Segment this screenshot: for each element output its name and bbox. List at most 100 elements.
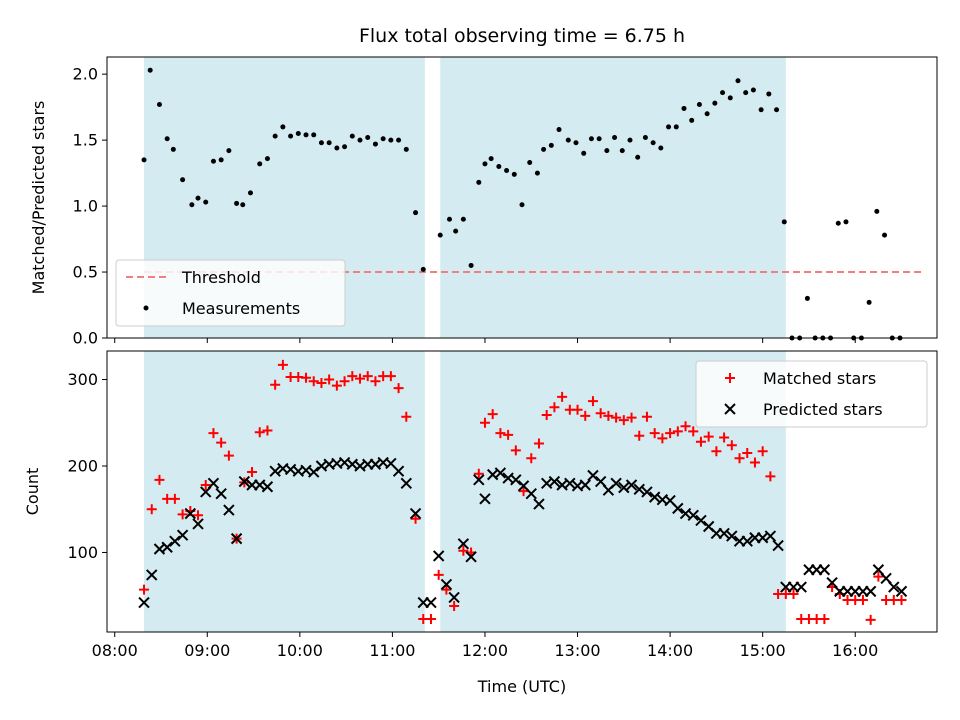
matched-star-marker (254, 427, 265, 438)
matched-star-marker (595, 408, 606, 419)
measurement-point (573, 140, 579, 146)
measurement-point (519, 202, 525, 208)
matched-star-marker (154, 474, 165, 485)
matched-star-marker (788, 588, 799, 599)
predicted-star-marker (772, 539, 784, 552)
y-tick-label: 0.0 (73, 329, 98, 348)
predicted-star-marker (695, 514, 707, 527)
matched-star-marker (587, 396, 598, 407)
predicted-star-marker (184, 507, 197, 520)
matched-star-marker (441, 584, 452, 595)
observing-windows (144, 351, 786, 632)
y-tick-label: 100 (67, 543, 98, 562)
measurement-point (280, 124, 286, 130)
y-tick-label: 0.5 (73, 263, 98, 282)
measurement-point (318, 140, 324, 146)
measurement-point (342, 144, 348, 150)
x-tick-label: 16:00 (832, 641, 878, 660)
top-panel: 0.00.51.01.52.0 Matched/Predicted stars … (29, 56, 938, 348)
measurement-point (588, 136, 594, 142)
measurement-point (596, 136, 602, 142)
predicted-star-marker (510, 474, 522, 486)
measurement-point (446, 216, 452, 222)
predicted-star-marker (525, 487, 537, 500)
matched-star-marker (742, 448, 753, 459)
measurement-point (581, 150, 587, 156)
observing-window-1 (440, 57, 786, 338)
predicted-star-marker (564, 477, 576, 489)
matched-star-marker (247, 467, 258, 478)
x-tick-label: 12:00 (462, 641, 508, 660)
matched-star-marker (865, 614, 876, 625)
predicted-star-marker (672, 502, 684, 515)
predicted-star-marker (625, 479, 638, 491)
predicted-star-marker (579, 479, 591, 491)
x-tick-label: 13:00 (554, 641, 600, 660)
matched-star-marker (634, 430, 645, 441)
bottom-y-axis-label: Count (23, 468, 42, 516)
measurement-point (781, 219, 787, 225)
matched-star-marker (410, 513, 421, 524)
measurement-point (272, 133, 278, 139)
matched-star-marker (819, 614, 830, 625)
legend-threshold-label: Threshold (181, 268, 261, 287)
measurement-point (804, 295, 810, 301)
predicted-star-marker (223, 504, 235, 516)
matched-star-marker (711, 446, 722, 457)
matched-star-marker (331, 380, 342, 391)
measurement-point (541, 146, 547, 152)
measurement-point (712, 100, 718, 106)
measurement-point (866, 299, 872, 305)
matched-star-marker (626, 412, 637, 423)
x-tick-label: 09:00 (184, 641, 230, 660)
measurement-point (835, 220, 841, 226)
predicted-star-marker (308, 466, 320, 478)
predicted-star-marker (261, 481, 274, 493)
matched-star-marker (665, 428, 676, 439)
predicted-star-marker (192, 518, 204, 530)
predicted-star-marker (440, 578, 453, 591)
bottom-panel-frame (106, 350, 938, 633)
measurement-point (658, 145, 664, 151)
predicted-star-marker (533, 498, 545, 510)
matched-star-marker (433, 569, 444, 580)
matched-star-marker (603, 410, 614, 421)
matched-star-marker (177, 509, 188, 520)
measurement-point (210, 158, 216, 164)
measurement-point (380, 136, 386, 142)
predicted-star-marker (818, 564, 831, 576)
measurement-point (413, 210, 419, 216)
matched-star-marker (473, 468, 484, 479)
matched-star-marker (370, 376, 381, 387)
top-legend-box (115, 259, 346, 327)
predicted-star-marker (238, 475, 251, 488)
measurement-point (735, 78, 741, 84)
predicted-star-marker (215, 487, 227, 500)
y-tick-label: 2.0 (73, 65, 98, 84)
measurement-point (180, 177, 186, 183)
x-tick-label: 11:00 (369, 641, 415, 660)
measurement-point (727, 95, 733, 101)
matched-star-marker (719, 432, 730, 443)
legend-x-marker (724, 403, 736, 415)
measurement-point (195, 195, 201, 201)
predicted-star-marker (432, 550, 445, 562)
matched-star-marker (458, 545, 469, 556)
matched-star-marker (503, 429, 514, 440)
predicted-star-markers (138, 456, 908, 609)
matched-star-marker (749, 457, 760, 468)
predicted-star-marker (409, 507, 422, 520)
predicted-star-marker (473, 474, 485, 486)
legend-predicted-swatch (724, 403, 736, 415)
predicted-star-marker (648, 491, 661, 503)
measurement-point (156, 101, 162, 107)
x-tick-label: 14:00 (647, 641, 693, 660)
measurement-point (189, 202, 195, 208)
predicted-star-marker (494, 467, 507, 479)
matched-star-marker (510, 445, 521, 456)
measurement-point (460, 216, 466, 222)
measurement-point (774, 107, 780, 113)
measurement-point (372, 141, 378, 147)
measurement-point (496, 163, 502, 169)
